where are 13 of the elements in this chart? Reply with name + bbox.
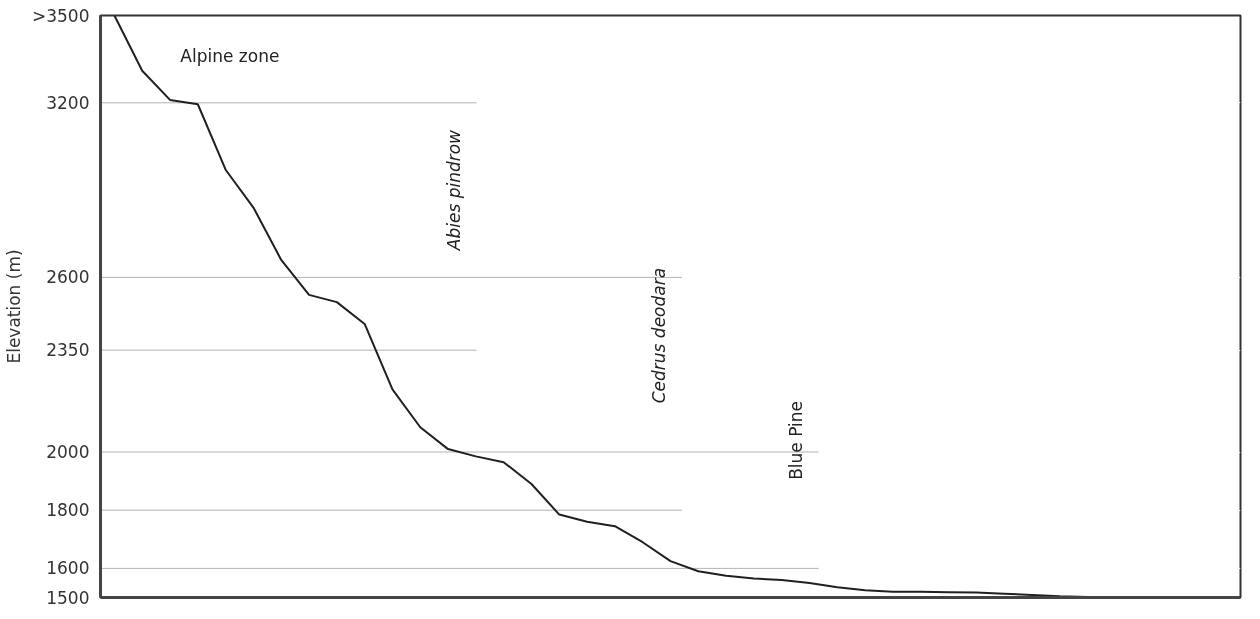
y-axis-title: Elevation (m)	[3, 249, 24, 364]
annotation: Abies pindrow	[443, 129, 464, 252]
y-tick-label: 1600	[46, 558, 90, 579]
annotation: Cedrus deodara	[649, 267, 670, 404]
annotation: Alpine zone	[180, 46, 280, 67]
y-tick-label: 1800	[46, 500, 90, 521]
y-tick-label: 2350	[46, 340, 90, 361]
annotation: Blue Pine	[785, 400, 806, 480]
y-tick-label: 3200	[46, 92, 90, 113]
y-tick-label: 1500	[46, 587, 90, 608]
y-tick-label: 2600	[46, 267, 90, 288]
y-tick-label: 2000	[46, 442, 90, 462]
y-tick-label: >3500	[31, 5, 90, 26]
